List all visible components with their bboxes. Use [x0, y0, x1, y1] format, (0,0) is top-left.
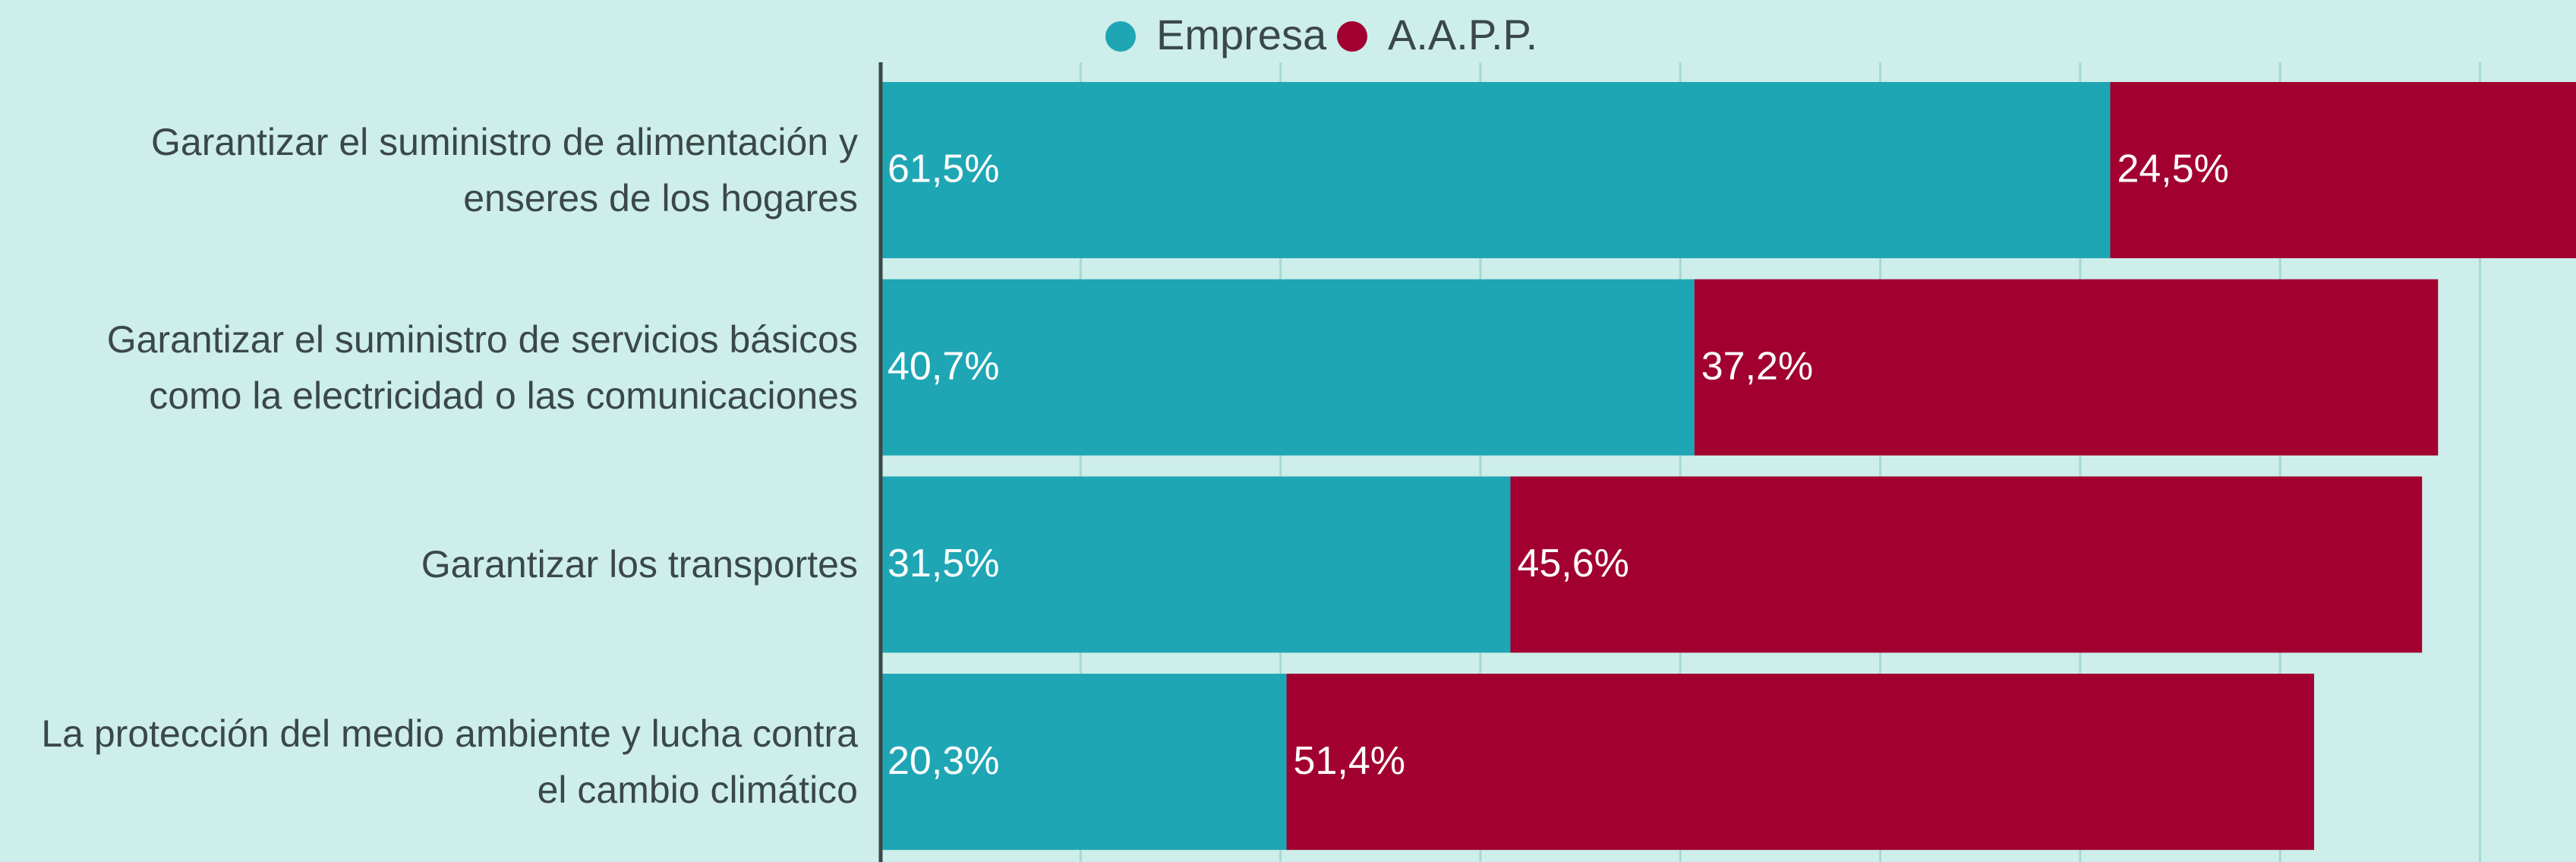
value-label: 24,5% — [2117, 147, 2228, 191]
category-label: La protección del medio ambiente y lucha… — [41, 712, 858, 812]
bar-segment — [1510, 476, 2423, 653]
legend-marker — [1105, 21, 1136, 52]
bar-segment — [881, 476, 1511, 653]
legend-label: Empresa — [1156, 11, 1327, 58]
category-label: Garantizar el suministro de alimentación… — [151, 121, 858, 219]
category-label: Garantizar el suministro de servicios bá… — [106, 317, 858, 417]
bar-segment — [1694, 279, 2439, 456]
category-label: Garantizar los transportes — [421, 543, 858, 586]
value-label: 51,4% — [1294, 739, 1405, 783]
value-label: 45,6% — [1517, 542, 1629, 586]
legend-marker — [1337, 21, 1367, 52]
bar-segment — [881, 82, 2111, 258]
bar-segment — [1286, 674, 2315, 851]
value-label: 40,7% — [888, 344, 999, 388]
value-label: 31,5% — [888, 542, 999, 586]
value-label: 37,2% — [1701, 344, 1813, 388]
bar-segment — [2110, 82, 2576, 258]
bar-segment — [881, 674, 1287, 851]
legend-label: A.A.P.P. — [1388, 11, 1537, 58]
bar-segment — [881, 279, 1695, 456]
value-label: 20,3% — [888, 739, 999, 783]
value-label: 61,5% — [888, 147, 999, 191]
